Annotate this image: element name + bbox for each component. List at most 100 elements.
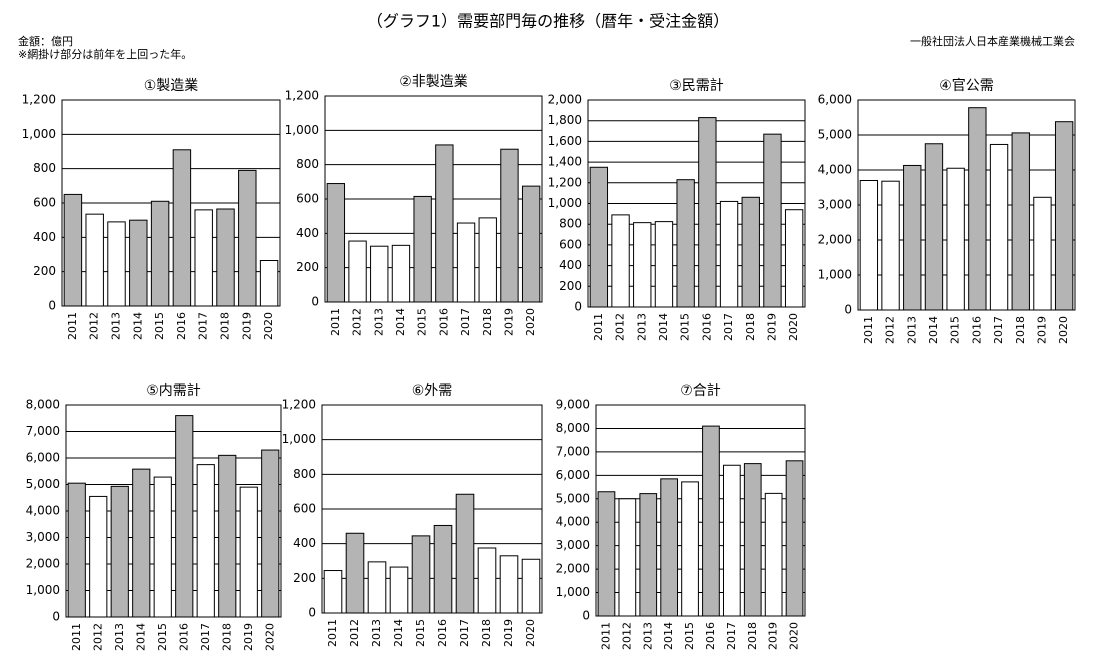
x-tick-label: 2015	[683, 622, 696, 650]
y-tick-label: 1,000	[818, 268, 852, 282]
bar	[681, 481, 699, 617]
x-tick-label: 2012	[884, 316, 897, 344]
y-tick-label: 3,000	[818, 198, 852, 212]
y-tick-label: 1,000	[22, 127, 56, 141]
y-tick-label: 0	[308, 606, 316, 620]
x-tick-label: 2014	[392, 619, 405, 647]
y-tick-label: 800	[293, 467, 316, 481]
bar	[633, 222, 652, 308]
plot-frame	[857, 99, 1076, 311]
plot-frame	[587, 99, 806, 308]
chart-title: ②非製造業	[399, 74, 468, 90]
bar	[968, 107, 987, 311]
y-tick-label: 0	[311, 295, 319, 309]
bar	[413, 195, 432, 303]
chart-title: ⑥外需	[412, 383, 453, 399]
chart-title: ①製造業	[144, 78, 199, 94]
x-tick-label: 2015	[679, 313, 692, 341]
x-tick-label: 2019	[502, 308, 515, 336]
bar	[129, 219, 148, 307]
bar	[326, 183, 346, 303]
bar	[924, 143, 944, 311]
x-tick-label: 2015	[416, 308, 429, 336]
y-tick-label: 2,000	[818, 233, 852, 247]
y-tick-label: 0	[574, 300, 582, 314]
y-tick-label: 5,000	[818, 128, 852, 142]
bar	[499, 555, 519, 614]
bar	[702, 425, 720, 617]
chart-title: ⑦合計	[680, 383, 721, 399]
bar	[389, 566, 409, 614]
y-tick-label: 9,000	[556, 398, 590, 412]
y-tick-label: 0	[48, 299, 56, 313]
bar	[433, 524, 453, 614]
y-tick-label: 200	[293, 571, 316, 585]
x-tick-label: 2017	[725, 622, 738, 650]
x-tick-label: 2020	[788, 622, 801, 650]
bar	[784, 209, 804, 308]
x-tick-label: 2018	[744, 313, 757, 341]
y-tick-label: 1,200	[285, 89, 319, 103]
x-tick-label: 2011	[326, 619, 339, 647]
y-tick-label: 4,000	[26, 504, 60, 518]
plot-frame	[321, 404, 543, 614]
x-tick-label: 2014	[394, 308, 407, 336]
bar	[323, 570, 343, 614]
x-tick-label: 2012	[88, 312, 101, 340]
x-tick-label: 2020	[524, 308, 537, 336]
y-tick-label: 2,000	[556, 562, 590, 576]
x-tick-label: 2016	[177, 623, 190, 651]
x-tick-label: 2017	[992, 316, 1005, 344]
bar	[261, 449, 280, 618]
bar	[946, 167, 965, 311]
x-tick-label: 2011	[592, 313, 605, 341]
x-tick-label: 2020	[524, 619, 537, 647]
source: 一般社団法人日本産業機械工業会	[910, 34, 1075, 48]
bar	[903, 164, 922, 311]
y-tick-label: 200	[33, 264, 56, 278]
page-title: （グラフ1）需要部門毎の推移（暦年・受注金額）	[367, 12, 729, 31]
bar	[367, 561, 387, 614]
bar	[597, 491, 616, 617]
x-tick-label: 2013	[905, 316, 918, 344]
x-tick-label: 2020	[1057, 316, 1070, 344]
bar	[618, 498, 637, 617]
bar	[719, 200, 739, 308]
bar	[455, 493, 475, 614]
x-tick-label: 2011	[70, 623, 83, 651]
x-tick-label: 2013	[110, 312, 123, 340]
bar	[259, 260, 279, 307]
y-tick-label: 200	[296, 260, 319, 274]
x-tick-label: 2014	[134, 623, 147, 651]
x-tick-label: 2011	[329, 308, 342, 336]
x-tick-label: 2019	[767, 622, 780, 650]
y-tick-label: 7,000	[556, 444, 590, 458]
bar	[654, 221, 674, 308]
x-tick-label: 2015	[156, 623, 169, 651]
y-tick-label: 2,000	[26, 557, 60, 571]
x-tick-label: 2014	[131, 312, 144, 340]
y-tick-label: 400	[293, 536, 316, 550]
x-tick-label: 2018	[219, 312, 232, 340]
y-tick-label: 0	[844, 303, 852, 317]
bar	[1033, 196, 1052, 311]
bar	[153, 476, 172, 618]
bar	[67, 482, 86, 618]
y-tick-label: 1,200	[282, 398, 316, 412]
x-tick-label: 2018	[481, 308, 494, 336]
plot-frame	[65, 404, 282, 618]
y-tick-label: 400	[296, 226, 319, 240]
x-tick-label: 2018	[746, 622, 759, 650]
x-tick-label: 2015	[414, 619, 427, 647]
y-tick-label: 800	[296, 157, 319, 171]
bar	[391, 244, 411, 303]
bar	[175, 415, 194, 618]
x-tick-label: 2019	[765, 313, 778, 341]
bar	[456, 222, 476, 303]
bar	[348, 240, 367, 303]
x-tick-label: 2016	[700, 313, 713, 341]
y-tick-label: 600	[559, 237, 582, 251]
x-tick-label: 2017	[199, 623, 212, 651]
chart-title: ⑤内需計	[146, 383, 201, 399]
